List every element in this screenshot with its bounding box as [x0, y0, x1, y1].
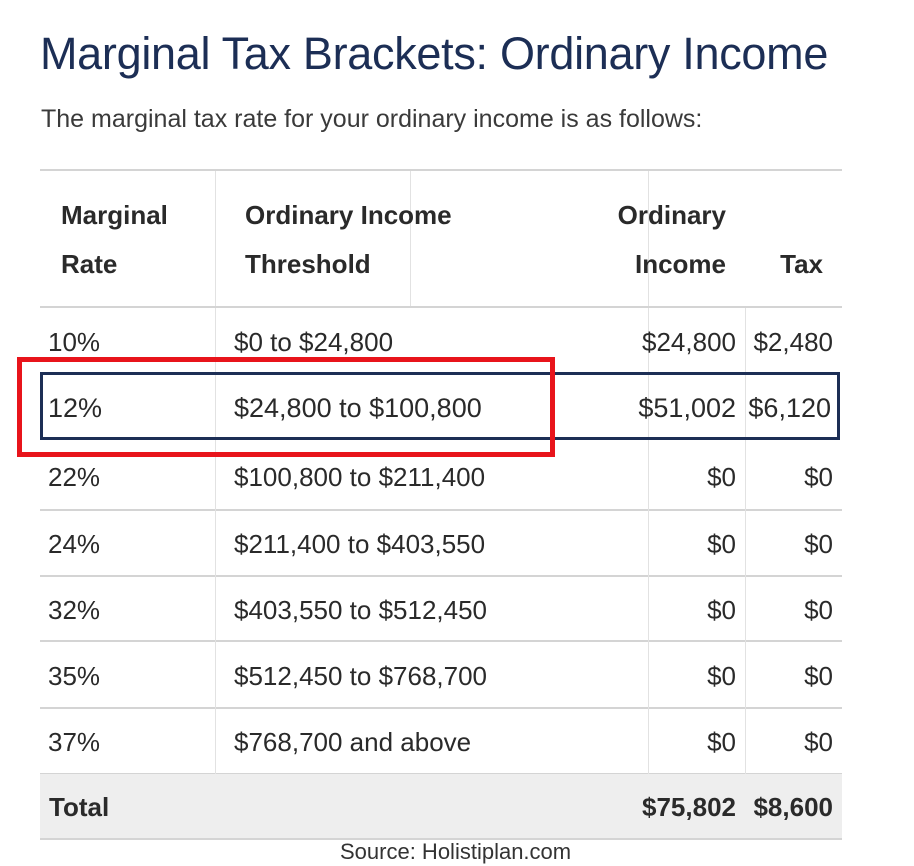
header-threshold-line1: Ordinary Income [245, 200, 452, 230]
row-rule [40, 575, 842, 577]
threshold-cell: $768,700 and above [234, 727, 472, 757]
tax-cell: $0 [804, 727, 833, 757]
income-cell: $51,002 [638, 393, 736, 423]
column-separator [215, 171, 216, 306]
header-rate-line2: Rate [61, 249, 118, 279]
rate-cell: 12% [48, 393, 103, 423]
row-rule [40, 707, 842, 709]
threshold-cell: $0 to $24,800 [234, 327, 394, 357]
red-annotation-box [17, 357, 555, 457]
rate-cell: 35% [48, 661, 101, 691]
tax-cell: $6,120 [748, 393, 831, 423]
page-title: Marginal Tax Brackets: Ordinary Income [40, 28, 829, 79]
rate-cell: 22% [48, 462, 101, 492]
table-top-rule [40, 169, 842, 171]
total-tax: $8,600 [753, 792, 833, 822]
tax-cell: $0 [804, 661, 833, 691]
column-separator [215, 308, 216, 774]
header-income-line2: Income [634, 249, 726, 279]
header-bottom-rule [40, 306, 842, 308]
highlighted-row-border [40, 372, 840, 440]
column-separator [745, 308, 746, 774]
tax-cell: $0 [804, 595, 833, 625]
income-cell: $0 [707, 727, 736, 757]
rate-cell: 37% [48, 727, 101, 757]
income-cell: $0 [707, 529, 736, 559]
total-income: $75,802 [642, 792, 736, 822]
header-income-line1: Ordinary [617, 200, 726, 230]
income-cell: $24,800 [642, 327, 736, 357]
tax-cell: $0 [804, 529, 833, 559]
row-rule [40, 509, 842, 511]
row-rule [40, 640, 842, 642]
header-tax: Tax [780, 249, 823, 279]
column-separator [648, 171, 649, 306]
income-cell: $0 [707, 462, 736, 492]
rate-cell: 32% [48, 595, 101, 625]
threshold-cell: $512,450 to $768,700 [234, 661, 488, 691]
column-separator [648, 308, 649, 774]
column-separator [410, 171, 411, 306]
rate-cell: 10% [48, 327, 101, 357]
threshold-cell: $100,800 to $211,400 [234, 462, 486, 492]
total-row [40, 774, 842, 838]
tax-cell: $2,480 [753, 327, 833, 357]
page-subtitle: The marginal tax rate for your ordinary … [41, 105, 703, 133]
income-cell: $0 [707, 661, 736, 691]
threshold-cell: $211,400 to $403,550 [234, 529, 486, 559]
threshold-cell: $24,800 to $100,800 [234, 393, 482, 423]
header-threshold-line2: Threshold [245, 249, 371, 279]
rate-cell: 24% [48, 529, 101, 559]
total-label: Total [49, 792, 110, 822]
tax-cell: $0 [804, 462, 833, 492]
source-caption: Source: Holistiplan.com [340, 839, 572, 864]
threshold-cell: $403,550 to $512,450 [234, 595, 488, 625]
income-cell: $0 [707, 595, 736, 625]
header-rate-line1: Marginal [61, 200, 168, 230]
table-bottom-rule [40, 838, 842, 840]
